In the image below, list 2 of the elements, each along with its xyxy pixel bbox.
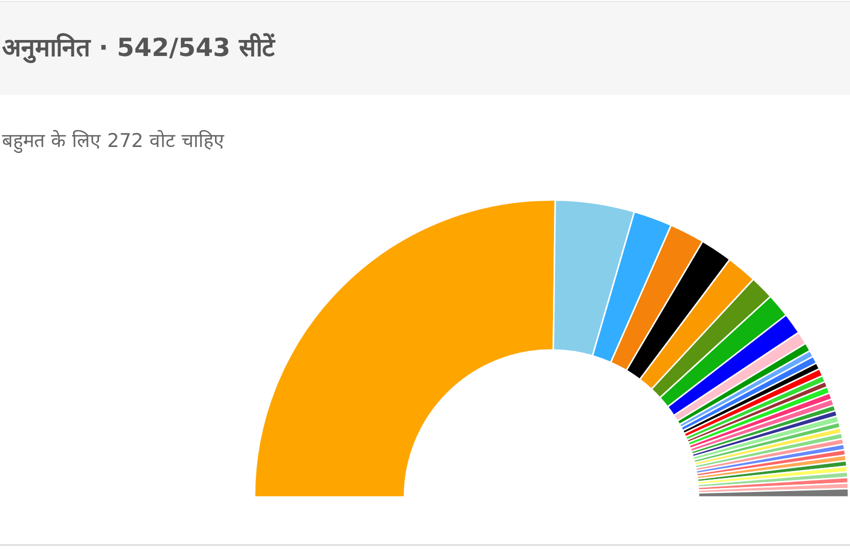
chart-title: अनुमानित · 542/543 सीटें — [2, 32, 276, 63]
chart-subtitle: बहुमत के लिए 272 वोट चाहिए — [2, 129, 224, 153]
